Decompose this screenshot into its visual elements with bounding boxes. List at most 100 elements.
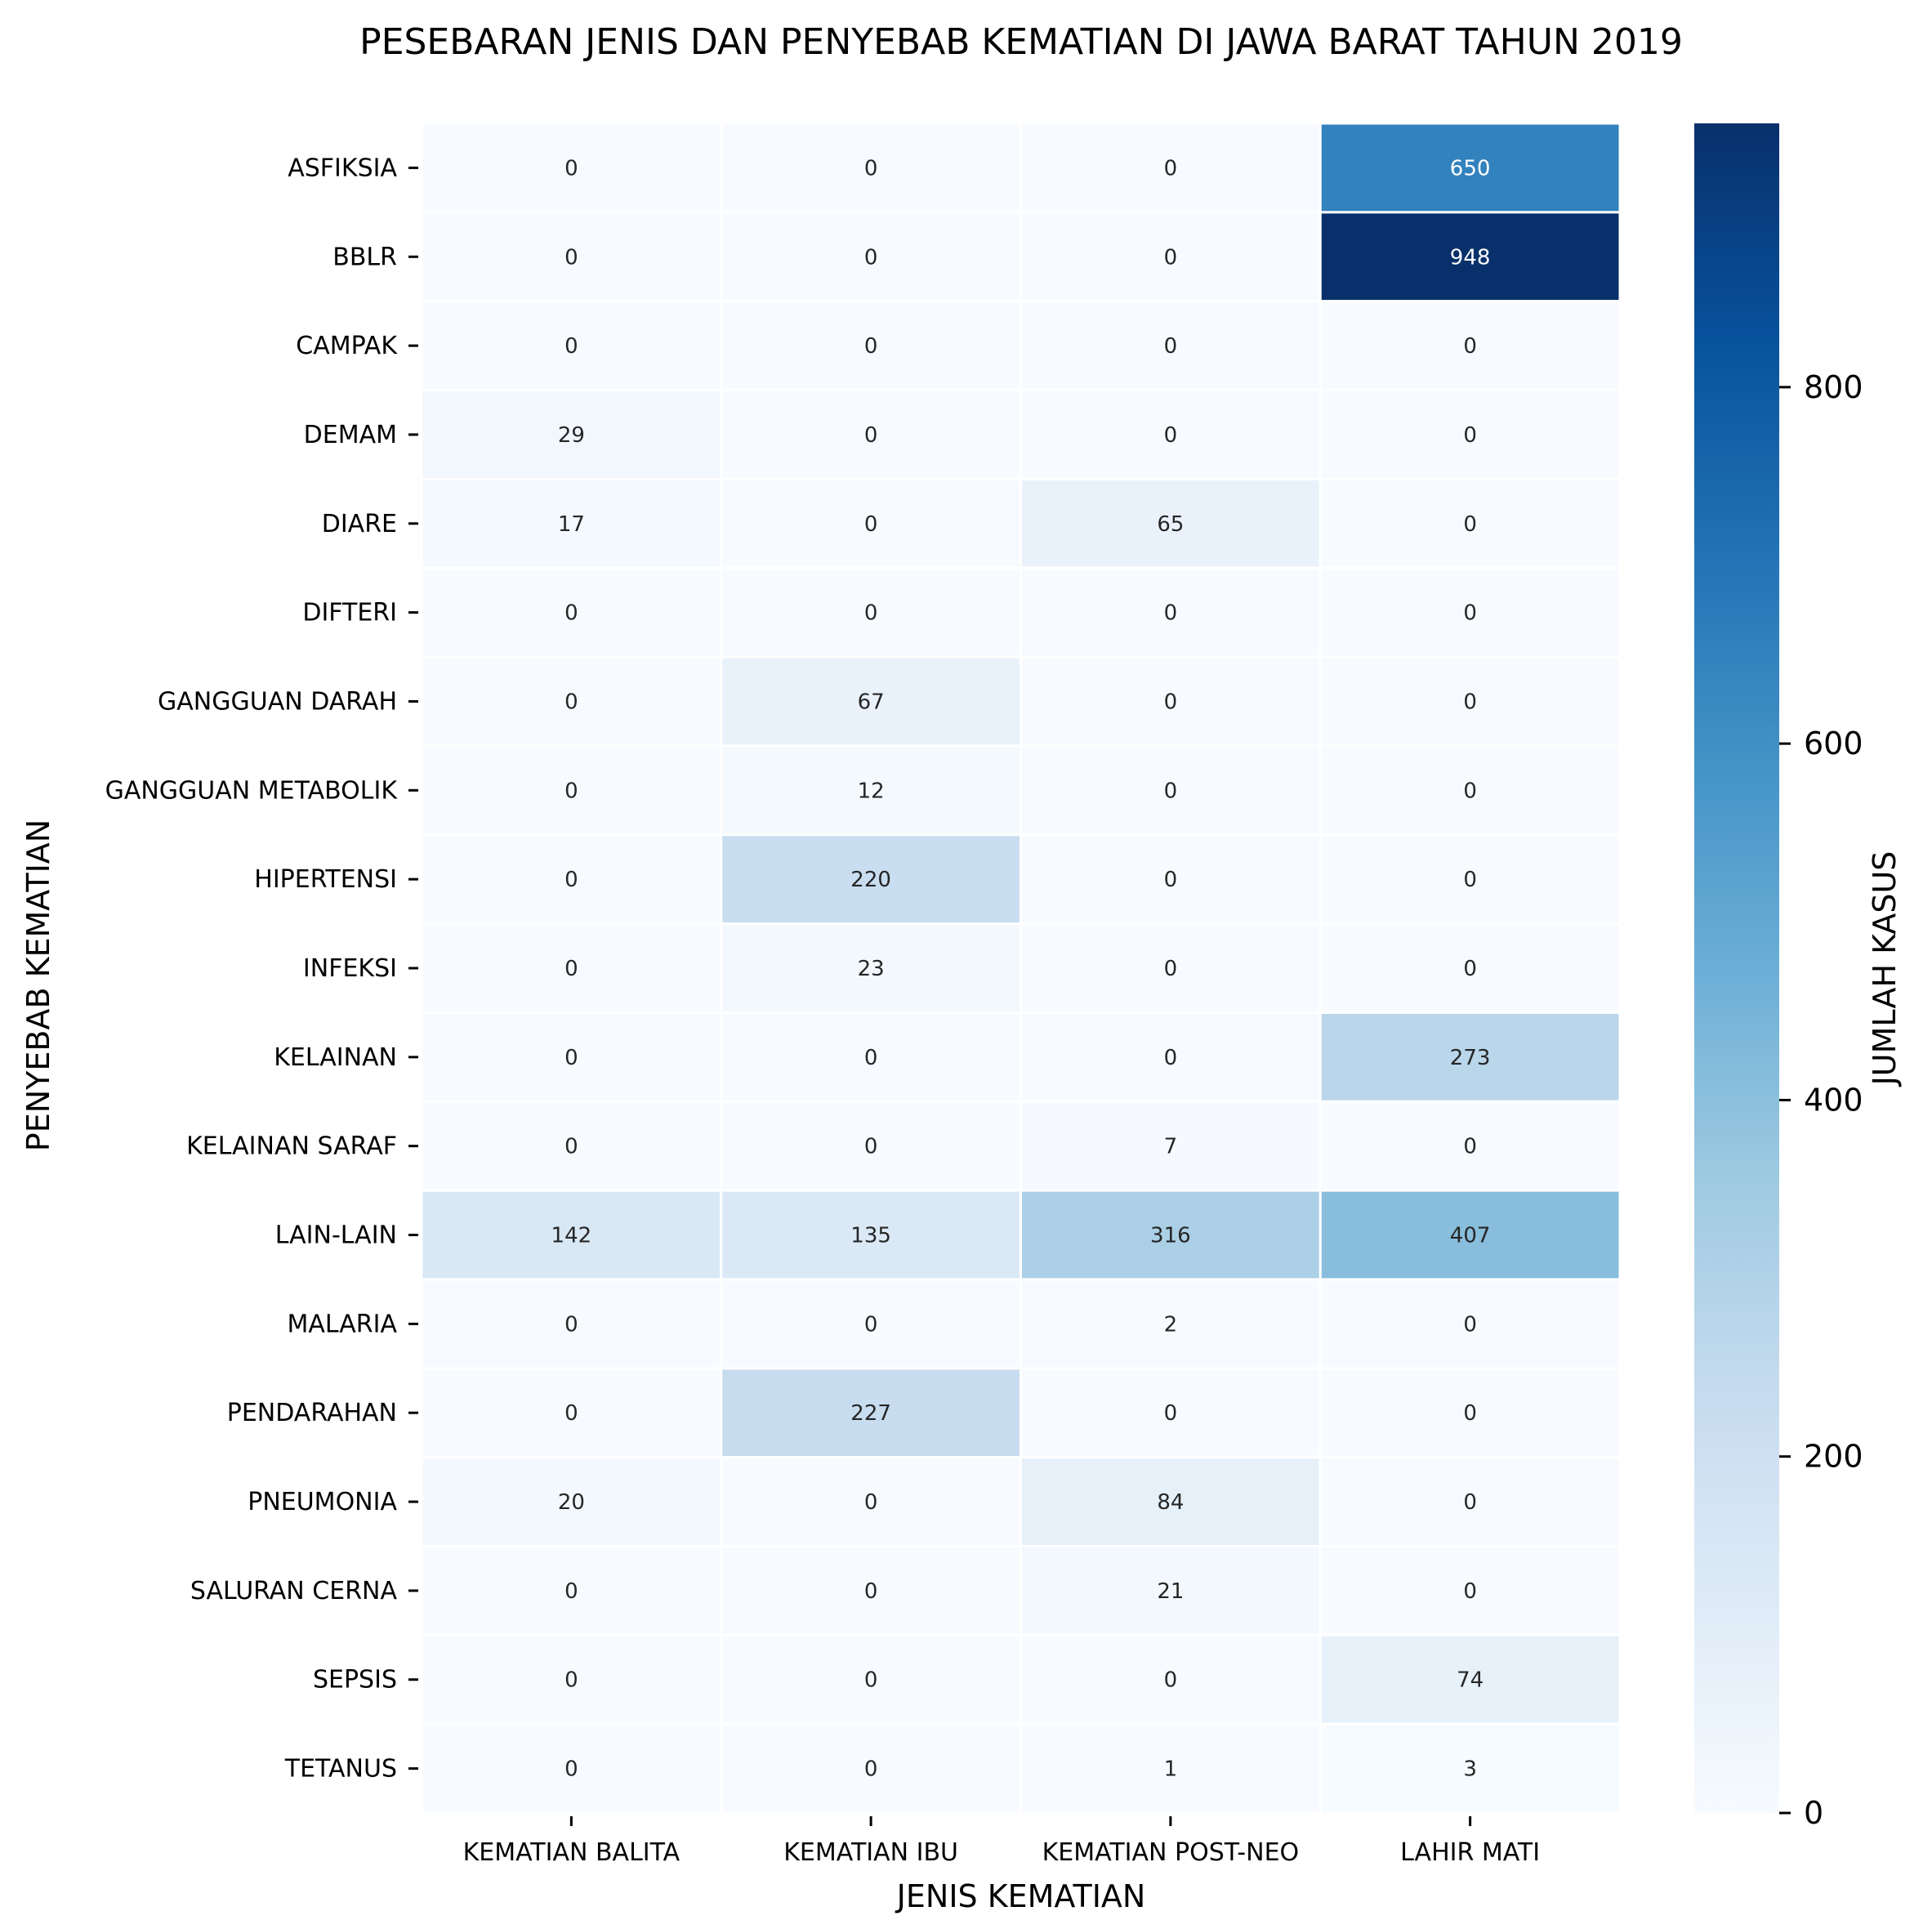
heatmap-cell bbox=[720, 1189, 1022, 1281]
cell-value-label: 0 bbox=[864, 334, 878, 359]
cell-value-label: 3 bbox=[1463, 1757, 1477, 1782]
cell-value-label: 142 bbox=[551, 1224, 592, 1248]
cell-value-label: 29 bbox=[558, 423, 585, 448]
cell-value-label: 0 bbox=[564, 690, 578, 714]
heatmap-cell bbox=[1318, 1011, 1622, 1103]
heatmap-cell bbox=[720, 211, 1022, 303]
y-tick-label: LAIN-LAIN bbox=[275, 1221, 397, 1250]
y-tick-label: CAMPAK bbox=[296, 332, 398, 360]
cell-value-label: 0 bbox=[1463, 423, 1477, 448]
cell-value-label: 0 bbox=[1164, 334, 1178, 359]
heatmap-cell bbox=[1020, 1722, 1322, 1815]
cell-value-label: 23 bbox=[858, 957, 885, 981]
cell-value-label: 67 bbox=[858, 690, 885, 714]
cell-value-label: 0 bbox=[1164, 868, 1178, 892]
heatmap-cell bbox=[420, 1456, 723, 1547]
heatmap-cell bbox=[420, 566, 723, 659]
cell-value-label: 0 bbox=[564, 1312, 578, 1337]
heatmap-cell bbox=[1020, 655, 1322, 748]
cell-value-label: 316 bbox=[1150, 1224, 1191, 1248]
heatmap-cell bbox=[420, 122, 723, 214]
y-tick-label: BBLR bbox=[332, 243, 397, 271]
heatmap-cell bbox=[1020, 922, 1322, 1014]
cell-value-label: 0 bbox=[564, 245, 578, 270]
cell-value-label: 0 bbox=[564, 957, 578, 981]
heatmap-cell bbox=[1020, 744, 1322, 837]
colorbar-ticks: 0 200 400 600 800 bbox=[1779, 369, 1863, 1831]
heatmap-cell bbox=[1318, 1278, 1622, 1370]
cell-value-label: 0 bbox=[1463, 779, 1477, 803]
colorbar-tick-label: 200 bbox=[1804, 1439, 1863, 1475]
cell-value-label: 0 bbox=[564, 1757, 578, 1782]
cell-value-label: 0 bbox=[1164, 156, 1178, 181]
heatmap-cell bbox=[420, 922, 723, 1014]
cell-value-label: 0 bbox=[1463, 957, 1477, 981]
cell-value-label: 0 bbox=[564, 156, 578, 181]
heatmap-cell bbox=[420, 1633, 723, 1726]
cell-value-label: 65 bbox=[1157, 512, 1184, 537]
cell-value-label: 0 bbox=[864, 1135, 878, 1159]
cell-value-label: 0 bbox=[1463, 868, 1477, 892]
y-tick-label: SEPSIS bbox=[313, 1666, 397, 1695]
cell-value-label: 0 bbox=[864, 512, 878, 537]
cell-value-label: 948 bbox=[1450, 245, 1491, 270]
y-tick-label: SALURAN CERNA bbox=[190, 1577, 398, 1605]
heatmap-cell bbox=[1020, 1011, 1322, 1103]
cell-value-label: 0 bbox=[1164, 957, 1178, 981]
y-axis-label: PENYEBAB KEMATIAN bbox=[20, 819, 56, 1151]
cell-value-label: 135 bbox=[850, 1224, 891, 1248]
heatmap-cell bbox=[1318, 922, 1622, 1014]
y-tick-labels: ASFIKSIA BBLR CAMPAK DEMAM DIARE DIFTERI GANGG… bbox=[105, 154, 418, 1784]
cell-value-label: 74 bbox=[1457, 1668, 1484, 1693]
colorbar bbox=[1694, 123, 1779, 1813]
cell-value-label: 1 bbox=[1164, 1757, 1178, 1782]
cell-value-label: 12 bbox=[858, 779, 885, 803]
cell-value-label: 0 bbox=[1463, 1579, 1477, 1604]
cell-value-label: 220 bbox=[850, 868, 891, 892]
heatmap-cell bbox=[1020, 566, 1322, 659]
heatmap-cell bbox=[720, 1011, 1022, 1103]
cell-value-label: 0 bbox=[1463, 1401, 1477, 1426]
heatmap-cell bbox=[720, 122, 1022, 214]
cell-value-label: 0 bbox=[1463, 334, 1477, 359]
cell-value-label: 0 bbox=[864, 245, 878, 270]
heatmap-cell bbox=[1318, 833, 1622, 926]
heatmap-cell bbox=[420, 477, 723, 569]
heatmap-cell bbox=[420, 1189, 723, 1281]
heatmap-cell bbox=[1318, 1633, 1622, 1726]
cell-value-label: 0 bbox=[1463, 601, 1477, 626]
heatmap-cell bbox=[720, 1278, 1022, 1370]
y-tick-label: DIARE bbox=[322, 510, 397, 538]
x-tick-label: KEMATIAN BALITA bbox=[463, 1838, 680, 1867]
heatmap-cell bbox=[720, 300, 1022, 392]
cell-value-label: 20 bbox=[558, 1490, 585, 1515]
heatmap-cell bbox=[1318, 1544, 1622, 1637]
cell-value-label: 0 bbox=[864, 1490, 878, 1515]
y-tick-label: HIPERTENSI bbox=[254, 865, 397, 894]
cell-value-label: 227 bbox=[850, 1401, 891, 1426]
cell-value-label: 0 bbox=[564, 1668, 578, 1693]
y-tick-label: KELAINAN SARAF bbox=[186, 1132, 397, 1161]
heatmap-cell bbox=[420, 1100, 723, 1192]
cell-value-label: 650 bbox=[1450, 156, 1491, 181]
cell-value-label: 0 bbox=[864, 1668, 878, 1693]
cell-value-label: 0 bbox=[1164, 423, 1178, 448]
cell-value-label: 0 bbox=[864, 601, 878, 626]
cell-value-label: 0 bbox=[1164, 690, 1178, 714]
heatmap-cell bbox=[1318, 389, 1622, 480]
heatmap-cell bbox=[720, 566, 1022, 659]
colorbar-tick-label: 600 bbox=[1804, 726, 1863, 761]
cell-value-label: 0 bbox=[1164, 1401, 1178, 1426]
colorbar-tick-label: 400 bbox=[1804, 1082, 1863, 1118]
heatmap-cell bbox=[1318, 300, 1622, 392]
heatmap-cell bbox=[420, 744, 723, 837]
cell-value-label: 407 bbox=[1450, 1224, 1491, 1248]
heatmap-cell bbox=[1020, 122, 1322, 214]
y-tick-label: DIFTERI bbox=[302, 599, 397, 627]
cell-value-label: 0 bbox=[1164, 779, 1178, 803]
cell-value-label: 0 bbox=[564, 1135, 578, 1159]
cell-value-label: 0 bbox=[1164, 601, 1178, 626]
y-tick-label: PNEUMONIA bbox=[248, 1488, 397, 1516]
x-axis-label: JENIS KEMATIAN bbox=[895, 1878, 1146, 1914]
